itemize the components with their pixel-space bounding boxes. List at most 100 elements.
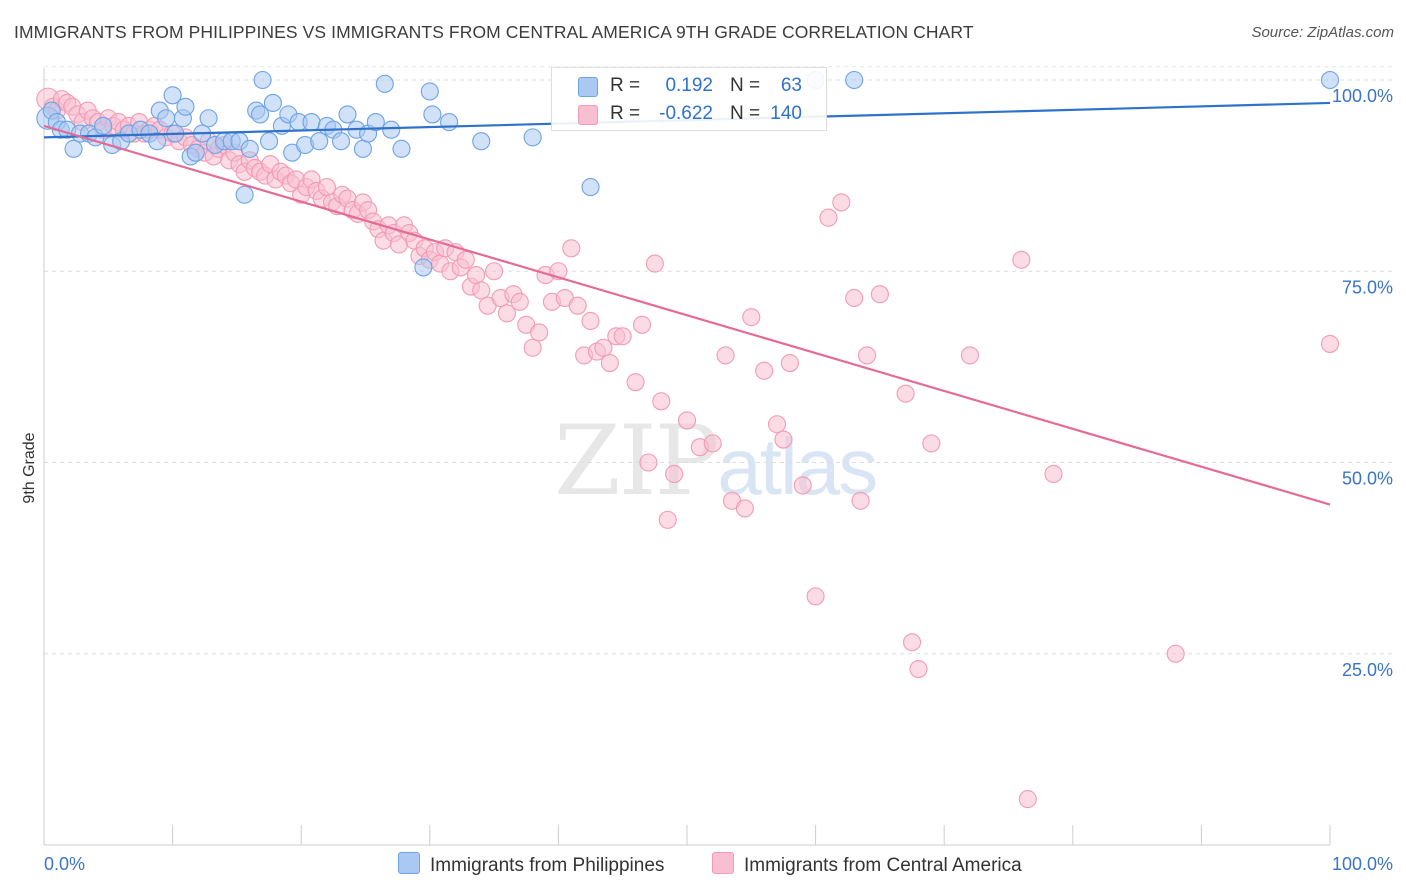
data-point-central-america: [767, 415, 787, 434]
data-point-philippines: [259, 132, 279, 151]
data-point-central-america: [472, 281, 491, 300]
data-point-philippines: [414, 258, 433, 277]
data-point-central-america: [485, 262, 504, 281]
data-point-central-america: [909, 659, 928, 679]
data-point-philippines: [382, 120, 401, 139]
x-tick-label: 100.0%: [1332, 854, 1393, 874]
legend-row-central-america: R = -0.622 N = 140: [552, 100, 826, 128]
data-point-central-america: [755, 361, 774, 380]
data-point-central-america: [530, 323, 549, 342]
data-point-central-america: [600, 353, 619, 373]
data-point-central-america: [568, 296, 587, 315]
data-point-central-america: [626, 373, 645, 392]
data-point-philippines: [1320, 70, 1340, 90]
y-tick-label: 50.0%: [1342, 469, 1393, 489]
data-point-philippines: [440, 113, 459, 132]
data-point-philippines: [163, 86, 182, 105]
legend-swatch: [712, 852, 734, 874]
data-point-central-america: [639, 453, 658, 472]
y-tick-label: 100.0%: [1332, 86, 1393, 106]
legend-n-value: 140: [770, 103, 802, 124]
data-point-philippines: [235, 185, 254, 204]
data-point-philippines: [240, 139, 259, 158]
data-point-philippines: [199, 109, 218, 128]
legend-item-central-america: Immigrants from Central America: [712, 852, 1022, 877]
data-point-philippines: [332, 132, 351, 151]
data-point-central-america: [819, 208, 838, 227]
legend-r-value: -0.622: [659, 103, 713, 124]
data-point-philippines: [375, 74, 394, 93]
data-point-philippines: [263, 93, 282, 112]
legend-item-philippines: Immigrants from Philippines: [398, 852, 664, 877]
legend-r-label: R =: [610, 75, 641, 96]
legend-label: Immigrants from Central America: [744, 855, 1022, 876]
data-point-central-america: [1166, 644, 1185, 663]
data-point-philippines: [338, 105, 357, 124]
data-point-philippines: [420, 82, 439, 101]
y-tick-label: 75.0%: [1342, 277, 1393, 297]
data-point-central-america: [922, 434, 941, 453]
data-point-central-america: [774, 430, 793, 449]
data-point-central-america: [594, 338, 613, 357]
data-point-central-america: [742, 308, 761, 327]
data-point-central-america: [456, 250, 475, 269]
legend-row-philippines: R = 0.192 N = 63: [552, 72, 826, 100]
data-point-philippines: [176, 97, 195, 116]
legend-r-label: R =: [610, 103, 641, 124]
data-point-central-america: [857, 346, 877, 365]
data-point-central-america: [562, 239, 581, 258]
data-point-central-america: [960, 346, 979, 365]
data-point-central-america: [613, 327, 632, 346]
data-point-central-america: [832, 193, 851, 212]
data-point-central-america: [851, 491, 870, 510]
data-point-central-america: [581, 311, 600, 331]
data-point-central-america: [703, 434, 722, 453]
data-point-philippines: [845, 70, 864, 90]
data-point-central-america: [665, 464, 684, 484]
legend-n-value: 63: [780, 75, 802, 96]
legend-swatch-central-america: [578, 105, 598, 125]
chart-title: IMMIGRANTS FROM PHILIPPINES VS IMMIGRANT…: [14, 22, 974, 42]
data-point-central-america: [845, 288, 864, 308]
data-point-central-america: [510, 292, 529, 311]
data-point-central-america: [497, 304, 517, 323]
data-point-central-america: [632, 315, 652, 334]
data-point-central-america: [896, 384, 915, 403]
legend-n-label: N =: [730, 103, 761, 124]
data-point-central-america: [1044, 464, 1063, 484]
data-point-philippines: [157, 109, 176, 128]
data-point-philippines: [310, 132, 329, 151]
source-credit: Source: ZipAtlas.com: [1251, 24, 1394, 41]
data-point-philippines: [64, 139, 83, 158]
data-point-philippines: [302, 113, 321, 132]
data-point-central-america: [658, 510, 677, 529]
data-point-philippines: [253, 70, 272, 90]
data-point-central-america: [780, 353, 799, 373]
legend-r-value: 0.192: [665, 75, 713, 96]
data-point-central-america: [677, 411, 697, 430]
x-tick-label: 0.0%: [44, 854, 85, 874]
correlation-legend: R = 0.192 N = 63 R = -0.622 N = 140: [551, 67, 827, 131]
trend-line-central-america: [43, 124, 1331, 506]
data-point-central-america: [735, 499, 754, 518]
y-tick-label: 25.0%: [1342, 660, 1393, 680]
data-point-central-america: [1012, 250, 1031, 269]
data-point-philippines: [148, 132, 167, 151]
data-point-philippines: [353, 139, 372, 158]
data-point-central-america: [902, 633, 922, 652]
watermark-atlas: atlas: [717, 422, 878, 511]
data-point-philippines: [186, 143, 205, 162]
data-point-central-america: [806, 587, 825, 606]
series-legend: Immigrants from Philippines Immigrants f…: [0, 852, 1406, 878]
data-point-philippines: [581, 178, 600, 197]
data-point-central-america: [1018, 790, 1037, 809]
data-point-central-america: [645, 254, 664, 273]
legend-swatch: [398, 852, 420, 874]
legend-swatch-philippines: [578, 77, 598, 97]
data-point-philippines: [523, 128, 542, 147]
data-point-central-america: [467, 266, 486, 285]
data-point-philippines: [94, 116, 113, 135]
data-point-philippines: [392, 139, 411, 158]
data-point-philippines: [366, 113, 385, 132]
